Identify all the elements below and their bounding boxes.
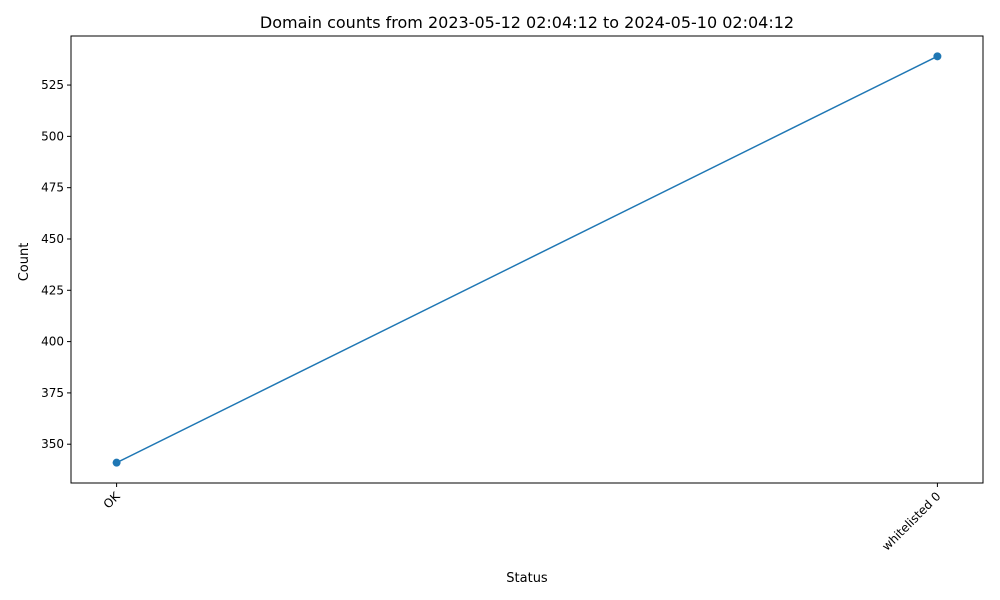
data-point	[112, 458, 121, 467]
y-tick-label: 375	[41, 386, 64, 400]
y-tick-label: 500	[41, 129, 64, 143]
series-line	[116, 55, 938, 464]
x-tick-label: OK	[101, 488, 124, 511]
y-tick-label: 475	[41, 181, 64, 195]
y-tick-label: 350	[41, 437, 64, 451]
y-tick-label: 400	[41, 335, 64, 349]
y-tick-label: 525	[41, 78, 64, 92]
plot-area: 350 375 400 425 450 475 500 525 OK whitelisted 0	[41, 35, 984, 554]
y-tick-label: 450	[41, 232, 64, 246]
plot-frame	[70, 35, 984, 484]
chart-title: Domain counts from 2023-05-12 02:04:12 t…	[260, 13, 794, 32]
data-point	[933, 52, 942, 61]
y-tick-label: 425	[41, 283, 64, 297]
x-axis-label: Status	[506, 571, 548, 586]
x-tick-label: whitelisted 0	[879, 489, 943, 553]
y-axis-label: Count	[17, 243, 32, 282]
